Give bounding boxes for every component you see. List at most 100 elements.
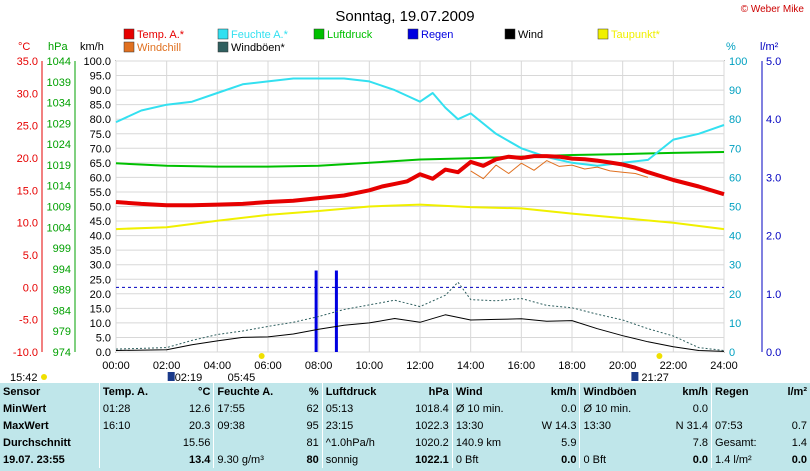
- wind-tick-label: 30.0: [90, 260, 111, 272]
- stats-cell: Gesamt:: [711, 434, 776, 451]
- pressure-tick-label: 1024: [47, 139, 71, 151]
- stats-cell: 16:10: [98, 417, 169, 434]
- pressure-tick-label: 979: [53, 326, 71, 338]
- legend-label: Feuchte A.*: [231, 29, 289, 41]
- stats-header: hPa: [428, 385, 449, 398]
- wind-axis-unit: km/h: [80, 41, 104, 53]
- rain-bar: [314, 270, 318, 352]
- legend-swatch: [407, 28, 419, 40]
- pressure-tick-label: 1034: [47, 98, 71, 110]
- pressure-series-line: [115, 151, 725, 168]
- temp-tick-label: 20.0: [17, 153, 38, 165]
- legend-swatch: [217, 41, 229, 53]
- stats-header: °C: [198, 385, 211, 398]
- temp-tick-label: 10.0: [17, 218, 38, 230]
- gust-series-line: [115, 281, 725, 351]
- copyright: © Weber Mike: [740, 4, 804, 15]
- legend-swatch: [123, 28, 135, 40]
- temp-tick-label: -5.0: [19, 315, 38, 327]
- sunset-label: 21:27: [641, 372, 669, 383]
- legend-label: Taupunkt*: [611, 29, 661, 41]
- stats-table: Sensor Temp. A. °C Feuchte A. % Luftdruc…: [0, 383, 810, 468]
- stats-cell: 7.8: [692, 436, 709, 449]
- wind-tick-label: 40.0: [90, 231, 111, 243]
- stats-cell: 140.9 km: [451, 434, 525, 451]
- stats-panel: Sensor Temp. A. °C Feuchte A. % Luftdruc…: [0, 383, 810, 471]
- stats-cell: 9.30 g/m³: [213, 451, 298, 468]
- chart-title: Sonntag, 19.07.2009: [335, 8, 474, 25]
- wind-tick-label: 55.0: [90, 187, 111, 199]
- pressure-tick-label: 1009: [47, 202, 71, 214]
- moonrise-icon: [167, 372, 175, 381]
- stats-header: Luftdruck: [321, 383, 399, 400]
- legend-swatch: [597, 28, 609, 40]
- stats-cell: 1022.1: [415, 453, 449, 466]
- pressure-tick-label: 1029: [47, 118, 71, 130]
- humidity-tick-label: 80: [729, 114, 741, 126]
- legend-swatch: [313, 28, 325, 40]
- stats-cell: [579, 434, 660, 451]
- sunrise-label: 05:45: [228, 372, 256, 383]
- legend-label: Windböen*: [231, 42, 286, 54]
- humidity-tick-label: 20: [729, 289, 741, 301]
- stats-cell: 09:38: [213, 417, 298, 434]
- stats-cell: 13:30: [579, 417, 660, 434]
- legend-label: Luftdruck: [327, 29, 373, 41]
- legend-label: Temp. A.*: [137, 29, 185, 41]
- wind-tick-label: 75.0: [90, 129, 111, 141]
- legend-swatch: [217, 28, 229, 40]
- wind-tick-label: 25.0: [90, 274, 111, 286]
- stats-cell: 80: [306, 453, 319, 466]
- pressure-tick-label: 974: [53, 347, 71, 359]
- legend-swatch: [123, 41, 135, 53]
- stats-cell: sonnig: [321, 451, 399, 468]
- x-tick-label: 14:00: [457, 360, 485, 372]
- rain-tick-label: 2.0: [766, 231, 781, 243]
- stats-cell: N 31.4: [675, 419, 709, 432]
- stats-header: %: [308, 385, 319, 398]
- stats-cell: 17:55: [213, 400, 298, 417]
- stats-row-label: MinWert: [3, 402, 47, 415]
- stats-row: Durchschnitt 15.56 81 ^1.0hPa/h 1020.2 1…: [0, 434, 810, 451]
- temp-tick-label: 0.0: [23, 282, 38, 294]
- x-tick-label: 04:00: [204, 360, 232, 372]
- x-tick-label: 22:00: [660, 360, 688, 372]
- x-tick-label: 24:00: [710, 360, 738, 372]
- legend-swatch: [504, 28, 516, 40]
- stats-cell: ^1.0hPa/h: [321, 434, 399, 451]
- stats-header: Wind: [451, 383, 525, 400]
- sunset-moon-icon: [631, 372, 639, 381]
- rain-tick-label: 5.0: [766, 56, 781, 68]
- pressure-tick-label: 1014: [47, 181, 71, 193]
- stats-cell: 1018.4: [415, 402, 449, 415]
- pressure-tick-label: 994: [53, 264, 71, 276]
- stats-cell: 01:28: [98, 400, 169, 417]
- humidity-tick-label: 10: [729, 318, 741, 330]
- stats-header-row: Sensor Temp. A. °C Feuchte A. % Luftdruc…: [0, 383, 810, 400]
- stats-cell: 0 Bft: [579, 451, 660, 468]
- wind-series-line: [115, 314, 725, 352]
- stats-cell: 5.9: [561, 436, 577, 449]
- stats-cell: [213, 434, 298, 451]
- rain-axis-unit: l/m²: [760, 41, 779, 53]
- pressure-tick-label: 1004: [47, 222, 71, 234]
- stats-cell: 95: [306, 419, 319, 432]
- stats-header: km/h: [682, 385, 709, 398]
- stats-header: Windböen: [579, 383, 660, 400]
- stats-header: Temp. A.: [98, 383, 169, 400]
- wind-tick-label: 20.0: [90, 289, 111, 301]
- stats-cell: 81: [306, 436, 319, 449]
- stats-cell: 0.0: [561, 402, 577, 415]
- x-tick-label: 00:00: [102, 360, 130, 372]
- x-tick-label: 20:00: [609, 360, 637, 372]
- stats-cell: [98, 451, 169, 468]
- x-tick-label: 02:00: [153, 360, 181, 372]
- stats-cell: [711, 400, 776, 417]
- stats-row: MaxWert 16:10 20.3 09:38 95 23:15 1022.3…: [0, 417, 810, 434]
- wind-tick-label: 70.0: [90, 143, 111, 155]
- pressure-tick-label: 1039: [47, 77, 71, 89]
- stats-row-label: Durchschnitt: [3, 436, 71, 449]
- wind-tick-label: 65.0: [90, 158, 111, 170]
- x-tick-label: 12:00: [406, 360, 434, 372]
- humidity-tick-label: 60: [729, 172, 741, 184]
